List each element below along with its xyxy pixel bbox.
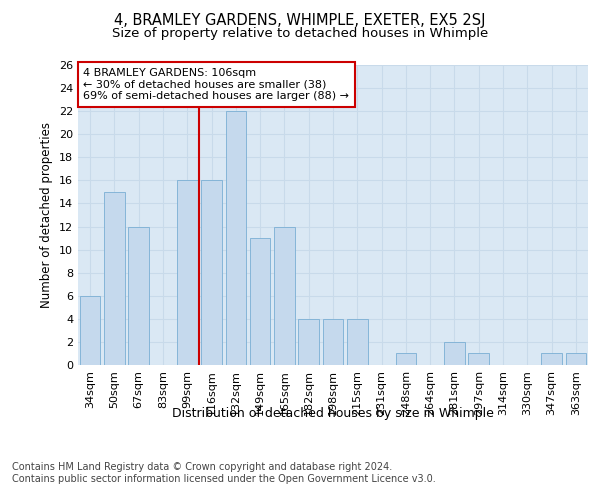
Text: Size of property relative to detached houses in Whimple: Size of property relative to detached ho… — [112, 28, 488, 40]
Bar — [566, 354, 586, 365]
Bar — [104, 192, 125, 365]
Bar — [201, 180, 222, 365]
Bar — [80, 296, 100, 365]
Bar — [469, 354, 489, 365]
Bar — [226, 111, 246, 365]
Bar — [323, 319, 343, 365]
Bar — [444, 342, 465, 365]
Bar — [177, 180, 197, 365]
Bar — [298, 319, 319, 365]
Text: 4, BRAMLEY GARDENS, WHIMPLE, EXETER, EX5 2SJ: 4, BRAMLEY GARDENS, WHIMPLE, EXETER, EX5… — [114, 12, 486, 28]
Bar — [274, 226, 295, 365]
Text: Contains HM Land Registry data © Crown copyright and database right 2024.
Contai: Contains HM Land Registry data © Crown c… — [12, 462, 436, 484]
Text: Distribution of detached houses by size in Whimple: Distribution of detached houses by size … — [172, 408, 494, 420]
Text: 4 BRAMLEY GARDENS: 106sqm
← 30% of detached houses are smaller (38)
69% of semi-: 4 BRAMLEY GARDENS: 106sqm ← 30% of detac… — [83, 68, 349, 101]
Y-axis label: Number of detached properties: Number of detached properties — [40, 122, 53, 308]
Bar — [128, 226, 149, 365]
Bar — [347, 319, 368, 365]
Bar — [395, 354, 416, 365]
Bar — [541, 354, 562, 365]
Bar — [250, 238, 271, 365]
